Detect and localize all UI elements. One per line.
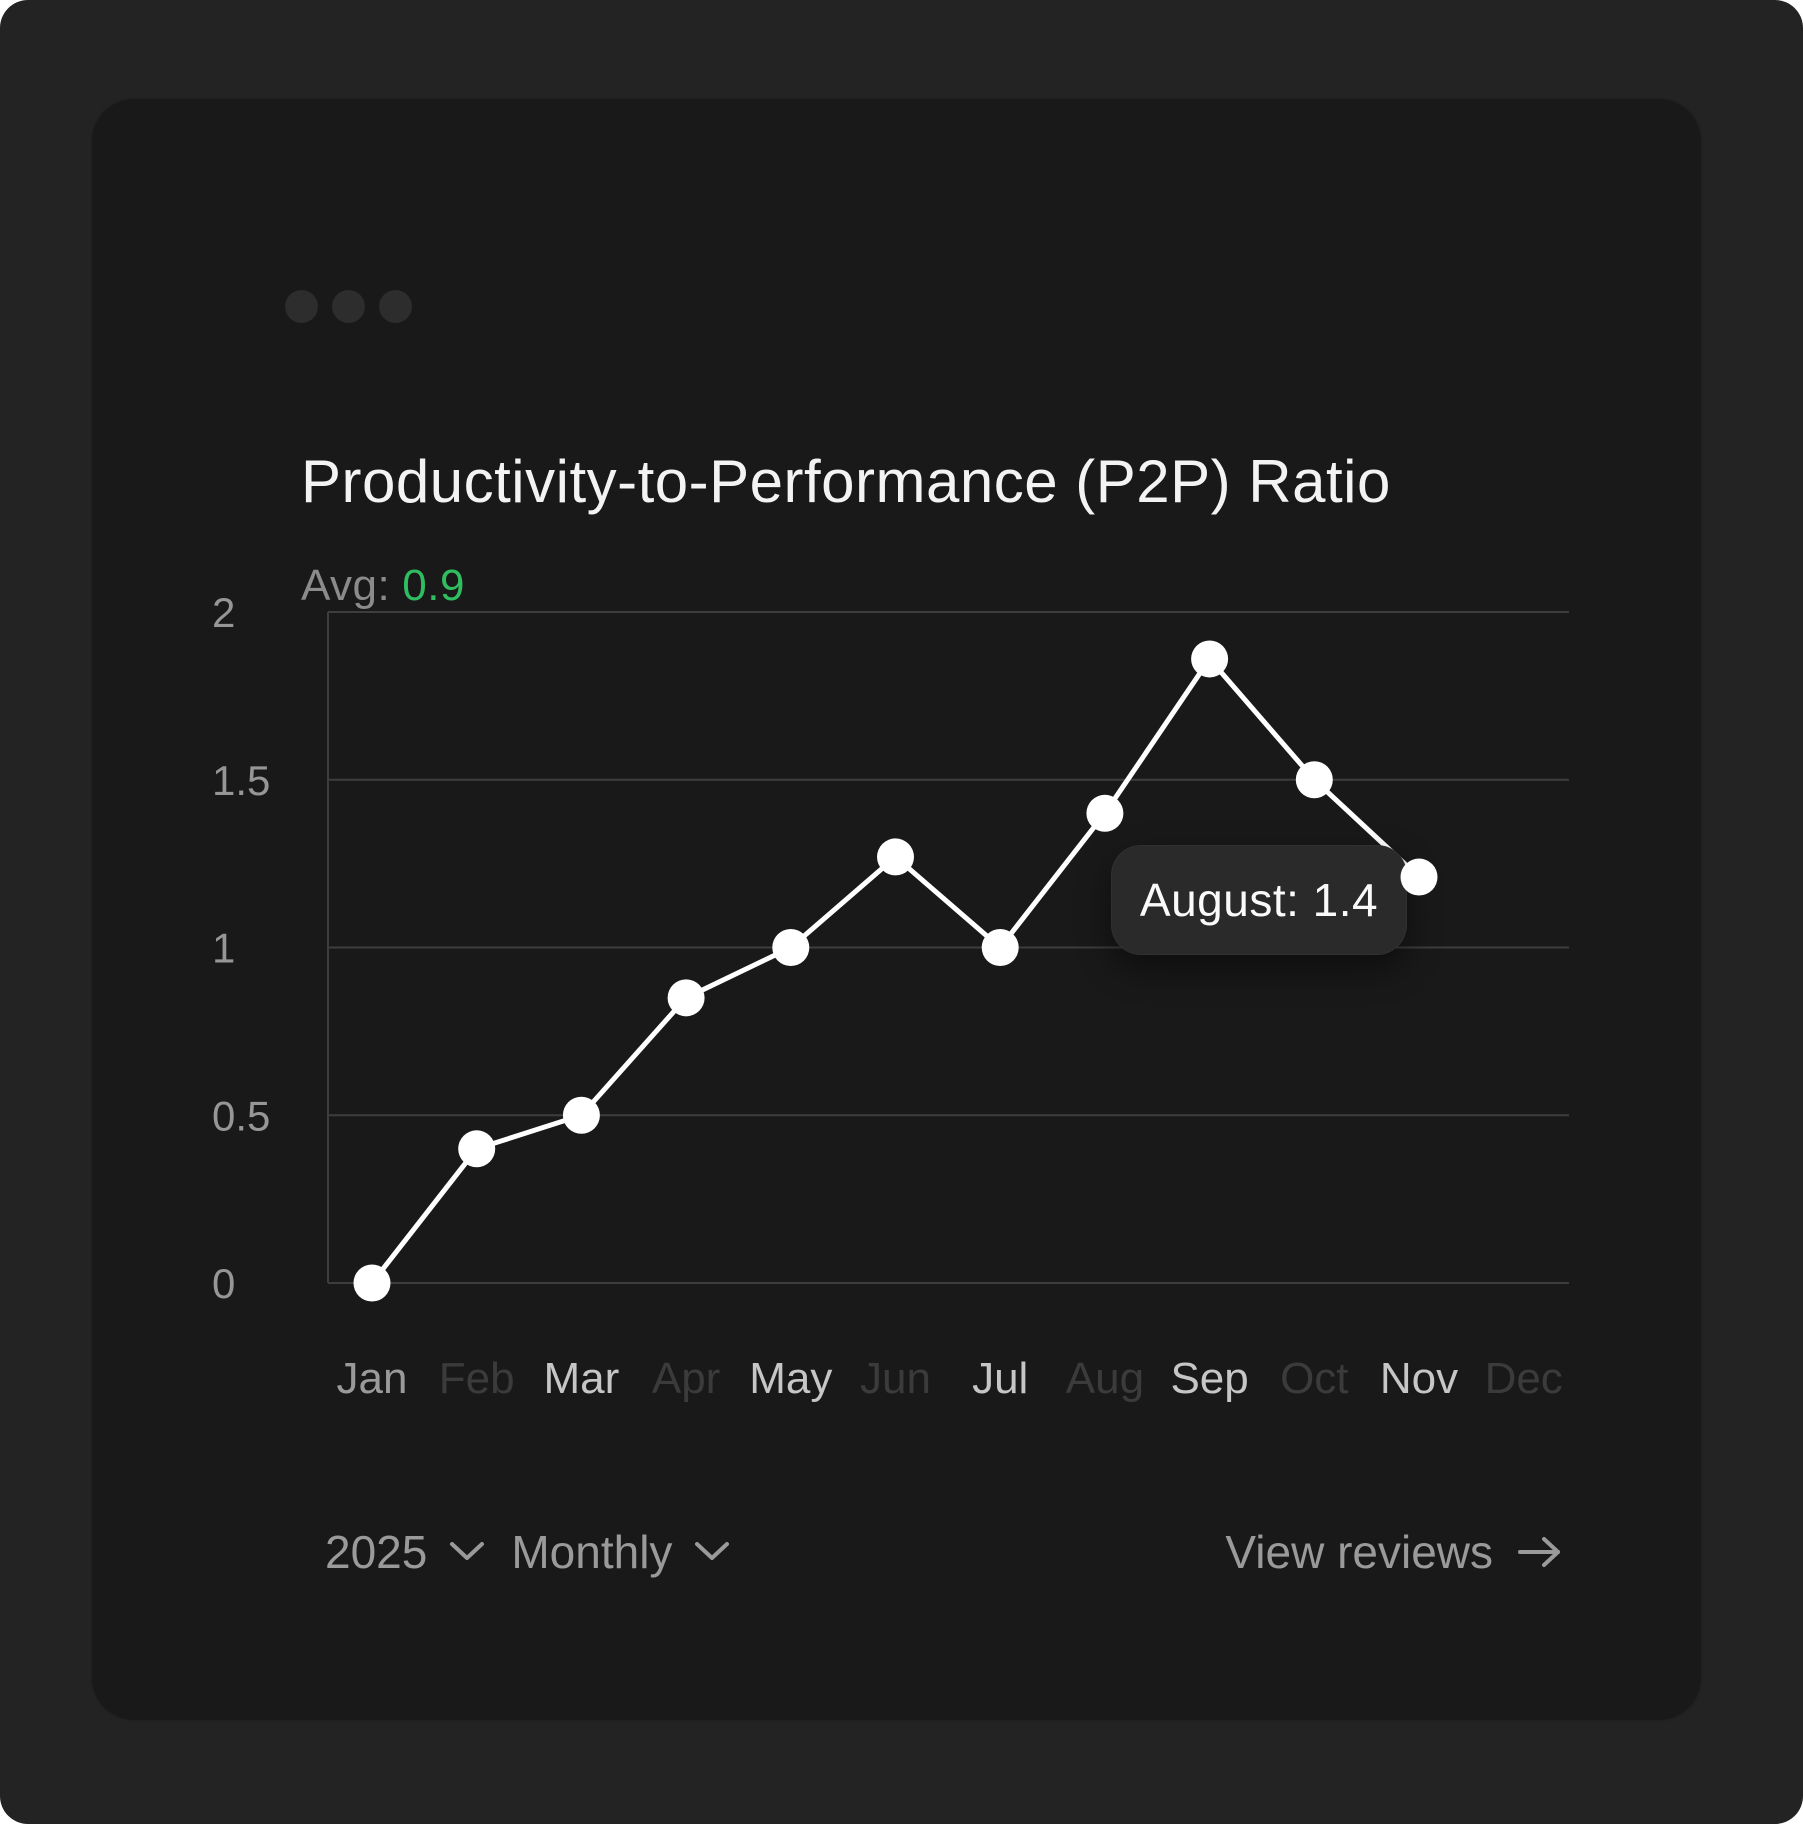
average-label: Avg: (301, 561, 391, 610)
chevron-down-icon (450, 1542, 485, 1560)
page-title: Productivity-to-Performance (P2P) Ratio (301, 448, 1391, 515)
dot-icon (379, 290, 412, 323)
view-reviews-link[interactable]: View reviews (1225, 1525, 1563, 1579)
average-value: 0.9 (402, 561, 465, 610)
year-select-value: 2025 (325, 1526, 428, 1578)
footer-controls: 2025 Monthly (325, 1525, 730, 1579)
footer-bar: 2025 Monthly View reviews (325, 1518, 1563, 1586)
chart-card: Productivity-to-Performance (P2P) Ratio … (90, 97, 1703, 1722)
chevron-down-icon (695, 1542, 730, 1560)
window-dots-icon (285, 290, 412, 323)
year-select[interactable]: 2025 (325, 1525, 485, 1579)
dot-icon (332, 290, 365, 323)
arrow-right-icon (1518, 1537, 1560, 1567)
dot-icon (285, 290, 318, 323)
period-select-value: Monthly (511, 1526, 673, 1578)
view-reviews-label: View reviews (1225, 1526, 1493, 1578)
average-caption: Avg: 0.9 (301, 561, 465, 611)
tooltip-text: August: 1.4 (1139, 874, 1379, 926)
chart-tooltip: August: 1.4 (1111, 845, 1407, 955)
period-select[interactable]: Monthly (511, 1525, 730, 1579)
